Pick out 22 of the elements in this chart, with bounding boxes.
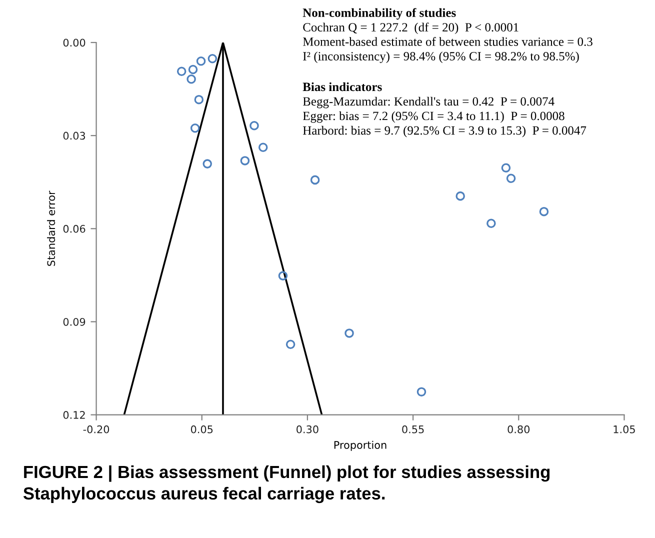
annotation: Begg-Mazumdar: Kendall's tau = 0.42 P = 0.0074 [302, 96, 554, 108]
x-tick-label: 1.05 [614, 425, 635, 434]
x-axis-title: Proportion [334, 440, 386, 451]
y-tick-label: 0.00 [63, 38, 86, 47]
annotation: Bias indicators [302, 82, 382, 92]
x-tick-label: 0.55 [402, 425, 424, 434]
annotation: Moment-based estimate of between studies variance = 0.3 [302, 36, 592, 46]
x-tick-label: 0.30 [296, 425, 318, 434]
x-tick-label: 0.80 [508, 425, 530, 434]
y-tick-label: 0.12 [63, 411, 85, 419]
annotation: Harbord: bias = 9.7 (92.5% CI = 3.9 to 15.3) P = 0.0047 [302, 126, 586, 138]
caption: FIGURE 2 | Bias assessment (Funnel) plot for studies assessing Staphylococcus aureus fecal carriage rates. [23, 465, 550, 504]
annotation: Egger: bias = 7.2 (95% CI = 3.4 to 11.1) P = 0.0008 [302, 111, 564, 123]
text: Non-combinability of studies [302, 8, 456, 20]
x-tick-label: 0.05 [190, 425, 213, 434]
text: Cochran Q = 1 227.2 (df = 20) P < 0.0001 [303, 22, 518, 34]
annotation: I² (inconsistency) = 98.4% (95% CI = 98.2% to 98.5%) [303, 52, 579, 64]
y-axis-title: Standard error [47, 190, 56, 266]
y-tick-label: 0.03 [63, 132, 86, 140]
x-tick-label: -0.20 [83, 425, 110, 434]
y-tick-label: 0.09 [63, 318, 86, 326]
y-tick-label: 0.06 [63, 224, 86, 233]
